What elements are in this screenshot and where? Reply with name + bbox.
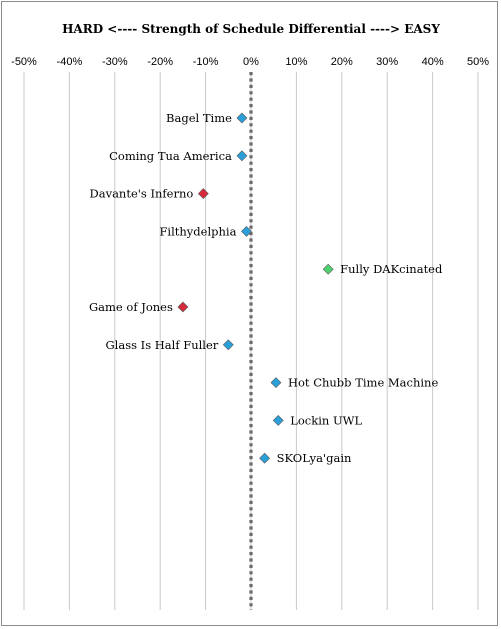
data-point-marker — [270, 377, 282, 389]
x-tick-label: -50% — [11, 56, 37, 68]
x-tick-label: 30% — [376, 56, 398, 68]
data-point-marker — [222, 339, 234, 351]
data-point-marker — [236, 112, 248, 124]
data-point-label: SKOLya'gain — [277, 451, 352, 465]
x-tick-label: 40% — [422, 56, 444, 68]
data-point-marker — [177, 301, 189, 313]
x-tick-label: 20% — [331, 56, 353, 68]
data-points: Bagel Time Coming Tua America Davante's In… — [89, 111, 443, 465]
data-point-label: Fully DAKcinated — [340, 262, 443, 276]
x-tick-label: -40% — [57, 56, 83, 68]
data-point-label: Filthydelphia — [159, 224, 236, 238]
x-tick-label: -20% — [147, 56, 173, 68]
data-point-label: Lockin UWL — [290, 413, 362, 427]
x-tick-label: -10% — [193, 56, 219, 68]
data-point-label: Glass Is Half Fuller — [105, 338, 218, 352]
x-tick-label: 50% — [467, 56, 489, 68]
data-point-marker — [259, 452, 271, 464]
data-point-label: Davante's Inferno — [90, 187, 194, 201]
x-tick-label: 10% — [285, 56, 307, 68]
data-point-marker — [322, 263, 334, 275]
chart-title: HARD <---- Strength of Schedule Differen… — [62, 22, 440, 36]
data-point-label: Hot Chubb Time Machine — [288, 376, 438, 390]
data-point-label: Game of Jones — [89, 300, 173, 314]
data-point-marker — [241, 225, 252, 237]
data-point-marker — [197, 188, 209, 200]
data-point-label: Coming Tua America — [109, 149, 232, 163]
data-point-marker — [236, 150, 248, 162]
data-point-label: Bagel Time — [166, 111, 232, 125]
x-tick-label: -30% — [102, 56, 128, 68]
x-axis-ticks: -50% -40% -30% -20% -10% 0% 10% 20% 30% 40% 50% — [11, 56, 489, 68]
data-point-marker — [272, 414, 284, 426]
x-tick-label: 0% — [243, 56, 259, 68]
